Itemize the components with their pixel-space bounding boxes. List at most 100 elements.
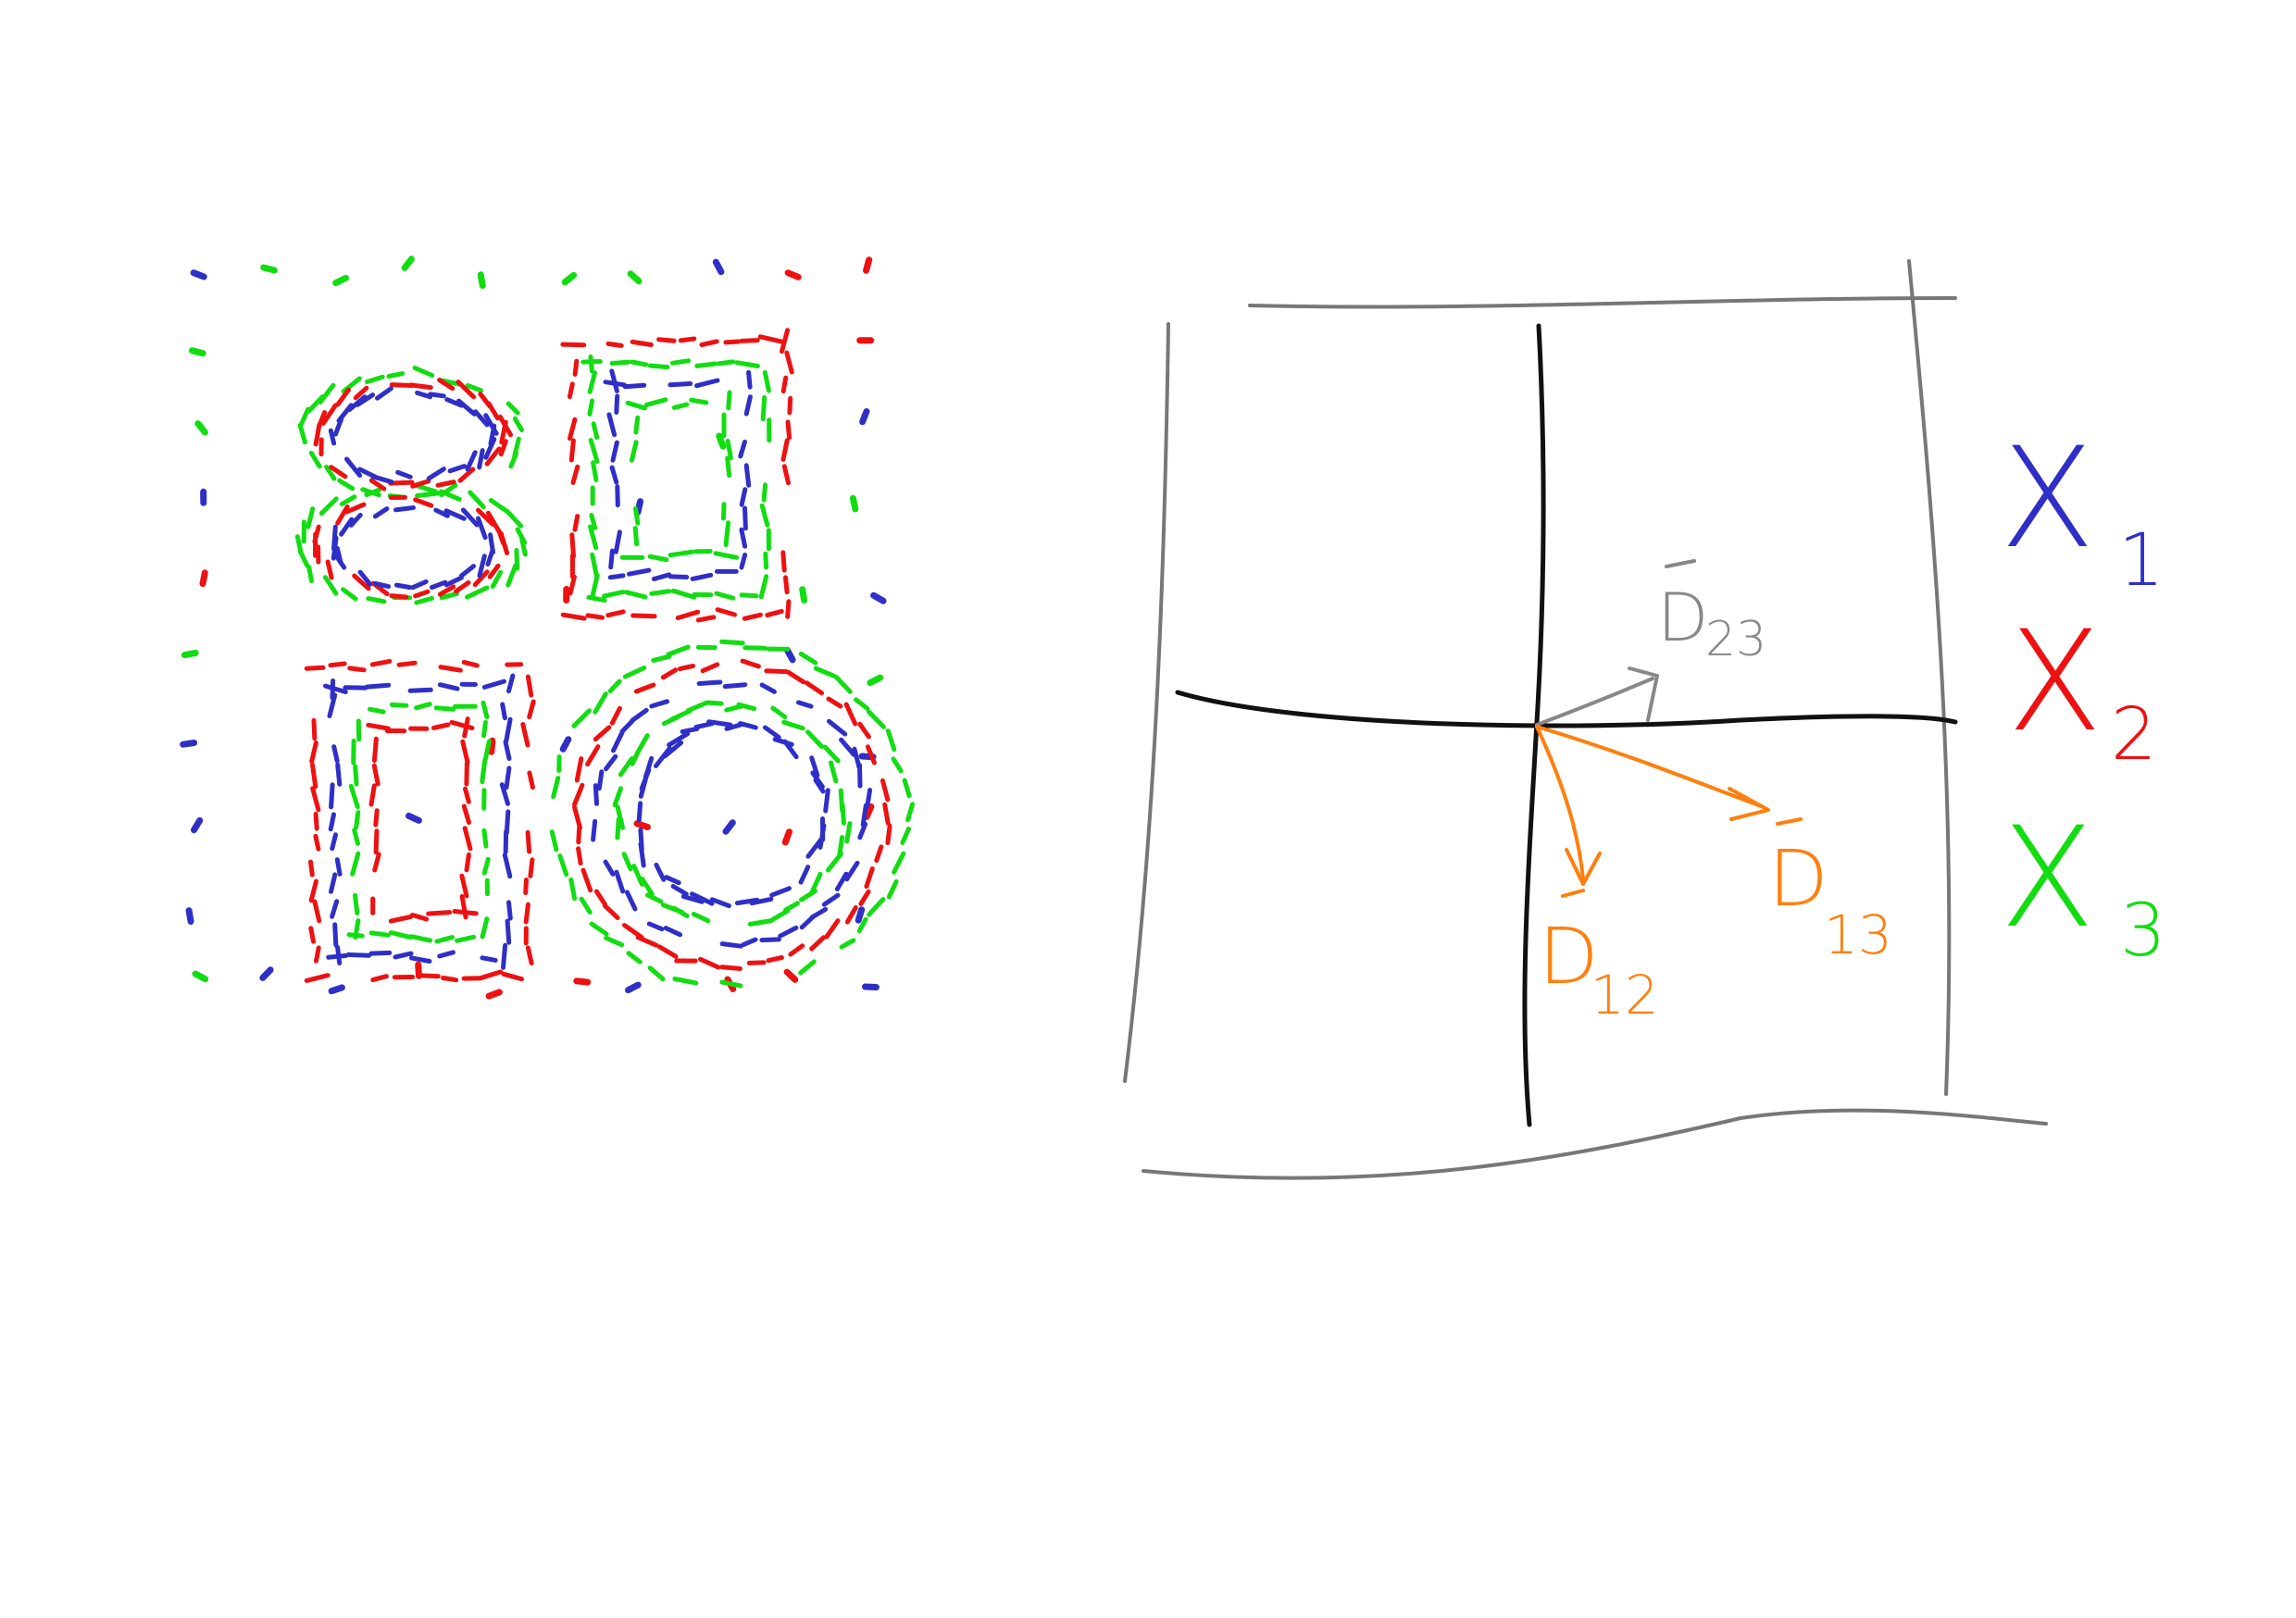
field-stroke [371,736,379,764]
field-stroke [607,573,626,580]
field-stroke [331,524,338,552]
field-stroke [736,702,757,712]
field-stroke [865,788,873,808]
field-stroke [786,670,806,685]
field-stroke [455,380,477,400]
field-stroke [651,653,672,663]
field-stroke [696,679,723,686]
field-stroke [675,609,701,620]
field-stroke [368,706,386,715]
field-stroke [259,966,274,981]
field-stroke [813,666,837,678]
field-stroke [465,585,490,600]
field-stroke [892,851,906,875]
field-stroke [462,826,473,852]
field-stroke [677,663,695,672]
field-stroke [593,691,608,715]
field-stroke [504,765,512,790]
field-stroke [834,871,849,891]
field-stroke [780,438,790,462]
field-stroke [714,591,736,601]
field-stroke [181,649,199,659]
field-stroke [672,977,699,986]
field-stroke [505,563,518,588]
field-stroke [826,696,843,709]
field-stroke [770,705,788,719]
field-stroke [396,660,418,667]
field-stroke [769,886,792,898]
field-stroke [454,579,471,594]
field-stroke [428,392,446,399]
field-stroke [757,334,784,344]
field-stroke [304,665,326,671]
field-stroke [328,661,347,668]
field-stroke [784,269,802,280]
field-stroke [743,394,753,417]
field-stroke [527,699,536,720]
field-stroke [746,960,767,965]
field-stroke [433,507,450,518]
field-stroke [185,907,194,925]
label-d13-symbol: D [1768,833,1828,924]
field-stroke [344,502,367,515]
field-stroke [854,697,870,711]
field-stroke [759,682,777,694]
field-stroke [435,479,456,488]
field-stroke [352,573,371,591]
field-stroke [456,398,477,417]
field-stroke [880,778,891,803]
field-stroke [738,721,758,730]
field-stroke [867,674,884,687]
field-stroke [722,819,736,835]
field-stroke [589,513,598,530]
field-stroke [393,951,414,960]
field-stroke [603,859,616,877]
field-stroke [504,809,511,836]
field-stroke [625,981,642,994]
field-stroke [505,508,524,529]
field-stroke [633,682,656,694]
field-stroke [323,683,348,694]
field-stroke [572,514,580,532]
field-stroke [523,902,530,925]
label-d13: D 13 [1768,817,1892,966]
field-stroke [621,852,633,872]
field-stroke [624,890,638,912]
label-d12-bar [1561,889,1585,898]
field-stroke [464,760,469,787]
field-stroke [680,726,700,734]
field-stroke [415,390,433,400]
field-stroke [310,786,321,813]
field-stroke [885,728,897,753]
field-stroke [568,438,576,463]
field-stroke [490,569,504,589]
field-stroke [712,258,725,276]
field-stroke [690,891,715,906]
field-stroke [611,729,625,753]
field-stroke [798,865,811,885]
field-stroke [668,549,694,558]
field-stroke [593,889,607,907]
field-stroke [572,804,582,830]
field-stroke [633,415,641,435]
field-stroke [844,905,858,925]
field-stroke [798,959,817,976]
legend-x3-subscript: 3 [2120,890,2166,973]
field-stroke [297,423,307,445]
field-stroke [395,469,413,479]
field-stroke [625,400,647,411]
field-stroke [579,896,593,915]
field-stroke [465,383,483,393]
field-stroke [765,608,784,618]
field-stroke [785,599,792,619]
vector-d13 [1535,725,1770,821]
field-stroke [809,755,820,778]
label-d12: D 12 [1539,889,1659,1027]
field-stroke [865,744,877,765]
field-stroke [313,833,321,852]
field-stroke [372,506,390,519]
label-d13-subscript: 13 [1824,903,1892,966]
field-stroke [734,360,760,368]
field-stroke [739,338,760,343]
field-stroke [680,894,705,904]
